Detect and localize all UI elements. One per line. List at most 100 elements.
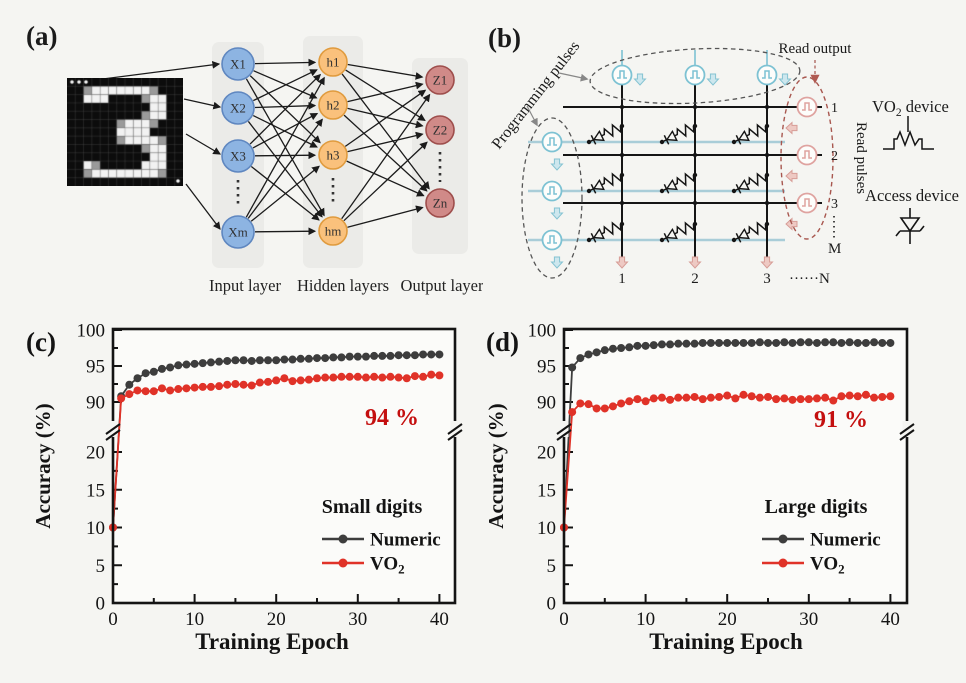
data-point (337, 372, 346, 381)
hidden-node (318, 140, 348, 170)
junction-dot (731, 139, 737, 145)
x-tick-label: 10 (636, 609, 655, 630)
junction-dot (692, 123, 698, 129)
data-point (304, 354, 313, 363)
legend-entry-label: Numeric (810, 530, 881, 551)
data-point (394, 351, 403, 360)
output-node (425, 188, 455, 218)
connection-line (347, 81, 424, 103)
connection-line (252, 112, 319, 149)
output-node-label: Z2 (433, 123, 447, 138)
input-node-label: Xm (228, 225, 248, 240)
legend-marker (778, 534, 788, 544)
data-point (255, 378, 264, 387)
data-point (321, 354, 330, 363)
connection-line (254, 151, 317, 160)
pulse-waveform (617, 70, 627, 79)
input-node (221, 139, 255, 173)
input-node-label: X3 (230, 149, 246, 164)
data-point (370, 351, 379, 360)
data-point (641, 341, 650, 350)
data-point (125, 380, 134, 389)
data-point (649, 394, 658, 403)
data-point (625, 397, 634, 406)
data-point (190, 359, 199, 368)
data-point (190, 383, 199, 392)
hidden-node-label: h3 (327, 148, 340, 163)
data-point (304, 375, 313, 384)
data-point (747, 338, 756, 347)
pulse-source-icon (756, 64, 778, 86)
axis-break-mark (556, 429, 572, 441)
panel-a-tag: (a) (26, 21, 57, 51)
connection-line (253, 70, 318, 99)
output-node-label: Z1 (433, 73, 447, 88)
junction-dot (764, 104, 770, 110)
programming-pulses-arrow-top (558, 72, 589, 82)
junction-dot (692, 200, 698, 206)
data-point (682, 393, 691, 402)
legend-marker (338, 558, 348, 568)
data-point (435, 371, 444, 380)
connection-line (247, 118, 323, 219)
data-point (378, 351, 387, 360)
input-node (221, 215, 255, 249)
data-point (394, 373, 403, 382)
data-point (870, 393, 879, 402)
legend: Small digits Numeric VO2 (322, 496, 441, 577)
input-node (221, 47, 255, 81)
data-point (747, 392, 756, 401)
junction-dot (692, 104, 698, 110)
data-point (353, 372, 362, 381)
y-tick-label: 10 (86, 518, 105, 539)
left-block-arrow-icon (785, 121, 798, 135)
col-label-3: 3 (763, 271, 771, 287)
data-point (402, 374, 411, 383)
pulse-waveform (547, 137, 557, 146)
data-point (435, 350, 444, 359)
x-axis-title: Training Epoch (649, 629, 803, 654)
data-point (764, 392, 772, 401)
data-point (698, 338, 707, 347)
network-graph: X1 X2 X3 Xm h1 h2 h3 hm Z1 Z2 Zn (94, 47, 455, 249)
x-tick-label: 20 (267, 609, 286, 630)
pulse-waveform (690, 70, 700, 79)
input-node-label: X1 (230, 57, 246, 72)
data-point (723, 391, 732, 400)
junction-dot (586, 139, 592, 145)
data-point (853, 338, 862, 347)
y-tick-label: 100 (77, 321, 106, 342)
down-block-arrow-icon (760, 256, 774, 269)
data-point (280, 355, 289, 364)
data-point (870, 338, 879, 347)
junction-dot (586, 188, 592, 194)
pulse-waveform (802, 150, 812, 159)
data-point (174, 385, 183, 394)
data-point (812, 394, 821, 403)
connection-line (347, 63, 424, 80)
data-point (666, 395, 675, 404)
axis-break-mark (447, 423, 463, 435)
x-tick-label: 0 (108, 609, 118, 630)
data-point (788, 395, 797, 404)
pulse-waveform (802, 102, 812, 111)
data-point (141, 369, 150, 378)
data-point (845, 338, 854, 347)
axis-break-mark (447, 429, 463, 441)
pulse-source-icon (611, 64, 633, 86)
data-point (731, 338, 740, 347)
output-layer-caption: Output layer (401, 276, 483, 295)
plot-area (564, 329, 907, 603)
col-label-N: ······N (789, 271, 830, 287)
data-point (182, 360, 191, 369)
data-point (378, 373, 387, 382)
down-block-arrow-icon (706, 73, 720, 86)
data-point (239, 356, 248, 365)
panel-b-crossbar-array: (b) Programming pulses Read output Read … (488, 23, 959, 287)
legend-marker (778, 558, 788, 568)
data-point (861, 390, 870, 399)
panel-tag: (c) (26, 327, 56, 357)
data-point (772, 395, 781, 404)
junction-dot (764, 123, 770, 129)
data-point (592, 348, 601, 357)
